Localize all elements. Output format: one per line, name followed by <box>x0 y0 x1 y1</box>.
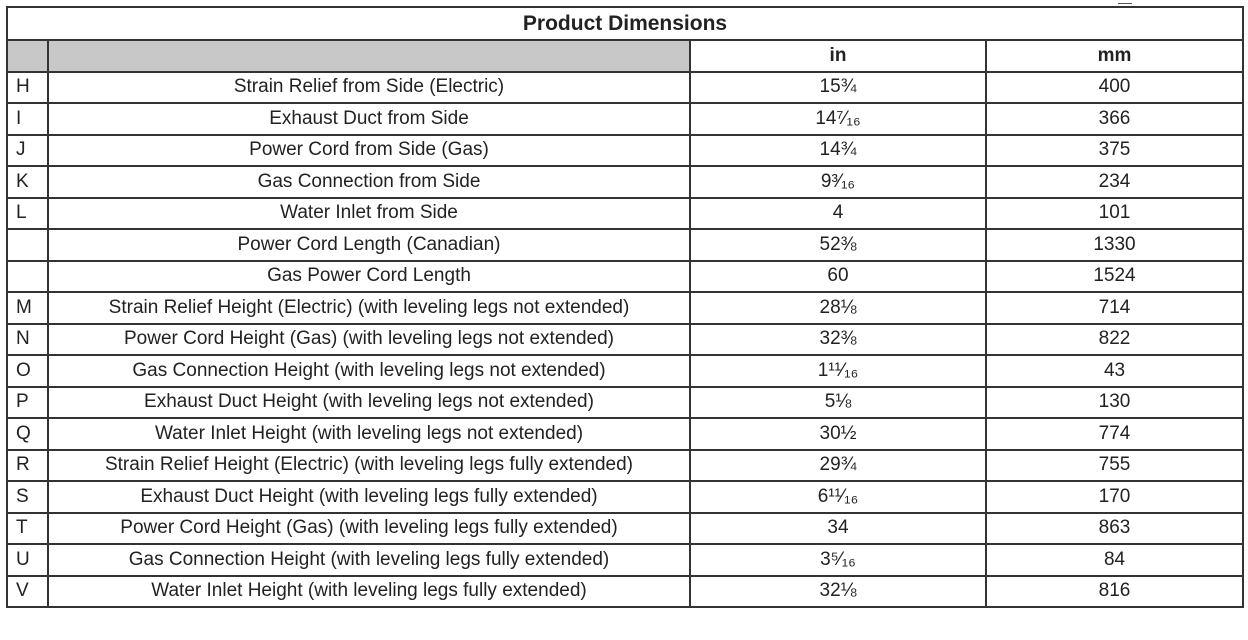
row-description: Strain Relief Height (Electric) (with le… <box>47 291 691 325</box>
table-row: H Strain Relief from Side (Electric) 15¾ 40… <box>6 70 1245 104</box>
table-row: I Exhaust Duct from Side 14⁷⁄₁₆ 366 <box>6 102 1245 136</box>
row-inches: 28⅛ <box>689 291 987 325</box>
row-inches: 4 <box>689 196 987 230</box>
row-inches: 32⅛ <box>689 574 987 608</box>
row-letter: O <box>6 354 49 388</box>
row-inches: 6¹¹⁄₁₆ <box>689 480 987 514</box>
row-millimeters: 714 <box>984 291 1245 325</box>
table-row: Q Water Inlet Height (with leveling legs … <box>6 417 1245 451</box>
row-millimeters: 755 <box>984 448 1245 482</box>
row-inches: 15¾ <box>689 70 987 104</box>
table-row: S Exhaust Duct Height (with leveling legs… <box>6 480 1245 514</box>
row-description: Gas Power Cord Length <box>47 259 691 293</box>
row-description: Water Inlet Height (with leveling legs n… <box>47 417 691 451</box>
table-row: V Water Inlet Height (with leveling legs … <box>6 574 1245 608</box>
table-title: Product Dimensions <box>5 6 1245 41</box>
row-description: Gas Connection Height (with leveling leg… <box>47 354 691 388</box>
table-row: Gas Power Cord Length 60 1524 <box>6 259 1245 293</box>
row-description: Exhaust Duct Height (with leveling legs … <box>47 480 691 514</box>
row-millimeters: 84 <box>984 543 1245 577</box>
letter-column-header <box>6 39 49 73</box>
row-description: Water Inlet Height (with leveling legs f… <box>47 574 691 608</box>
row-description: Gas Connection Height (with leveling leg… <box>47 543 691 577</box>
row-letter <box>6 228 49 262</box>
table-row: N Power Cord Height (Gas) (with leveling … <box>6 322 1245 356</box>
row-inches: 52⅜ <box>689 228 987 262</box>
row-description: Power Cord Length (Canadian) <box>47 228 691 262</box>
row-letter <box>6 259 49 293</box>
in-column-header: in <box>689 39 987 73</box>
table-row: J Power Cord from Side (Gas) 14¾ 375 <box>6 133 1245 167</box>
row-description: Gas Connection from Side <box>47 165 691 199</box>
table-row: P Exhaust Duct Height (with leveling legs… <box>6 385 1245 419</box>
row-description: Exhaust Duct Height (with leveling legs … <box>47 385 691 419</box>
row-inches: 14¾ <box>689 133 987 167</box>
row-description: Water Inlet from Side <box>47 196 691 230</box>
row-description: Exhaust Duct from Side <box>47 102 691 136</box>
row-millimeters: 170 <box>984 480 1245 514</box>
row-letter: K <box>6 165 49 199</box>
row-millimeters: 130 <box>984 385 1245 419</box>
row-millimeters: 43 <box>984 354 1245 388</box>
row-millimeters: 366 <box>984 102 1245 136</box>
row-letter: N <box>6 322 49 356</box>
row-letter: P <box>6 385 49 419</box>
row-millimeters: 1524 <box>984 259 1245 293</box>
table-row: O Gas Connection Height (with leveling le… <box>6 354 1245 388</box>
row-millimeters: 400 <box>984 70 1245 104</box>
mm-column-header: mm <box>984 39 1245 73</box>
row-inches: 9³⁄₁₆ <box>689 165 987 199</box>
row-description: Strain Relief Height (Electric) (with le… <box>47 448 691 482</box>
row-description: Power Cord from Side (Gas) <box>47 133 691 167</box>
table-row: U Gas Connection Height (with leveling le… <box>6 543 1245 577</box>
row-description: Strain Relief from Side (Electric) <box>47 70 691 104</box>
table-row: K Gas Connection from Side 9³⁄₁₆ 234 <box>6 165 1245 199</box>
row-letter: L <box>6 196 49 230</box>
row-letter: S <box>6 480 49 514</box>
row-millimeters: 1330 <box>984 228 1245 262</box>
column-header-row: in mm <box>6 39 1245 73</box>
row-letter: M <box>6 291 49 325</box>
row-letter: I <box>6 102 49 136</box>
row-letter: T <box>6 511 49 545</box>
row-millimeters: 822 <box>984 322 1245 356</box>
row-inches: 32⅜ <box>689 322 987 356</box>
table-row: Power Cord Length (Canadian) 52⅜ 1330 <box>6 228 1245 262</box>
row-letter: Q <box>6 417 49 451</box>
table-row: M Strain Relief Height (Electric) (with l… <box>6 291 1245 325</box>
row-millimeters: 101 <box>984 196 1245 230</box>
corner-mark <box>1118 0 1132 4</box>
row-inches: 5⅛ <box>689 385 987 419</box>
row-letter: U <box>6 543 49 577</box>
row-letter: H <box>6 70 49 104</box>
row-millimeters: 774 <box>984 417 1245 451</box>
row-inches: 1¹¹⁄₁₆ <box>689 354 987 388</box>
table-row: T Power Cord Height (Gas) (with leveling … <box>6 511 1245 545</box>
row-millimeters: 375 <box>984 133 1245 167</box>
row-inches: 34 <box>689 511 987 545</box>
table-row: L Water Inlet from Side 4 101 <box>6 196 1245 230</box>
row-description: Power Cord Height (Gas) (with leveling l… <box>47 322 691 356</box>
row-inches: 30½ <box>689 417 987 451</box>
row-description: Power Cord Height (Gas) (with leveling l… <box>47 511 691 545</box>
table-row: R Strain Relief Height (Electric) (with l… <box>6 448 1245 482</box>
row-inches: 3⁵⁄₁₆ <box>689 543 987 577</box>
row-inches: 29¾ <box>689 448 987 482</box>
row-millimeters: 234 <box>984 165 1245 199</box>
description-column-header <box>47 39 691 73</box>
row-letter: V <box>6 574 49 608</box>
title-row: Product Dimensions <box>5 6 1245 41</box>
row-inches: 14⁷⁄₁₆ <box>689 102 987 136</box>
product-dimensions-table: Product Dimensions in mm H Strain Relief … <box>5 6 1245 608</box>
row-millimeters: 816 <box>984 574 1245 608</box>
row-inches: 60 <box>689 259 987 293</box>
row-millimeters: 863 <box>984 511 1245 545</box>
row-letter: R <box>6 448 49 482</box>
row-letter: J <box>6 133 49 167</box>
